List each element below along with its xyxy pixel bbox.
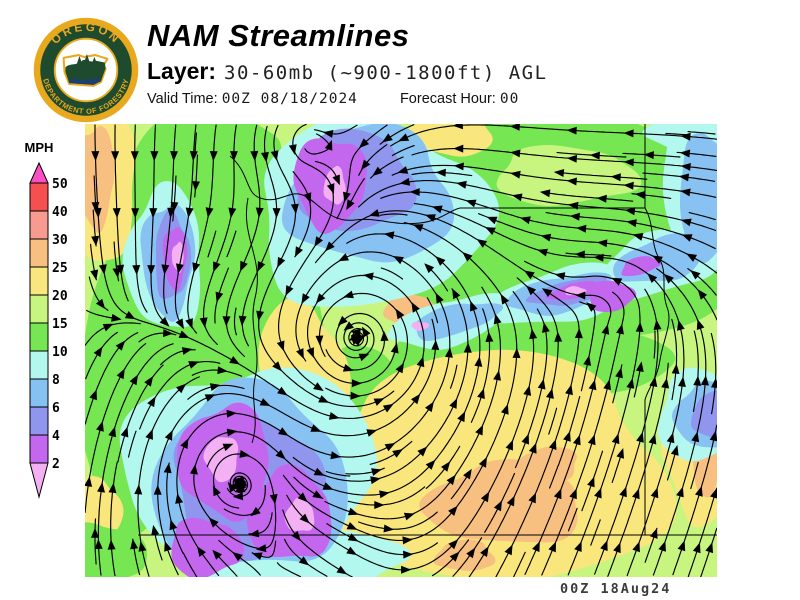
forecast-hour-value: 00	[499, 91, 520, 107]
legend-tick-label: 10	[52, 345, 68, 360]
odf-logo-icon: OREGON DEPARTMENT OF FORESTRY	[33, 17, 139, 123]
legend-tick-label: 4	[52, 429, 60, 444]
legend-tick-label: 2	[52, 457, 60, 472]
valid-time-value: 00Z 08/18/2024	[221, 91, 358, 107]
layer-label: Layer:	[147, 58, 217, 84]
streamline-map-image	[85, 124, 717, 577]
layer-line: Layer: 30-60mb (~900-1800ft) AGL	[147, 58, 548, 84]
legend-tick-label: 50	[52, 177, 68, 192]
legend-tick-label: 20	[52, 289, 68, 304]
forecast-hour-label: Forecast Hour:	[399, 91, 496, 107]
legend-arrow-bottom	[29, 462, 49, 499]
legend-arrow-top	[29, 161, 49, 184]
legend-segment	[29, 182, 49, 212]
wind-speed-fill-layer	[85, 124, 717, 577]
legend-title: MPH	[25, 140, 54, 155]
legend-segment	[29, 434, 49, 464]
legend-segment	[29, 350, 49, 380]
valid-time-label: Valid Time:	[147, 91, 218, 107]
logo-oregon-emblem	[62, 54, 109, 87]
legend-tick-label: 6	[52, 401, 60, 416]
valid-time-line: Valid Time: 00Z 08/18/2024 Forecast Hour…	[147, 91, 548, 107]
legend-segment	[29, 322, 49, 352]
wind-speed-legend: MPH 50 40 30 25 20 15 10 8 6 4 2	[25, 140, 68, 499]
legend-segment	[29, 266, 49, 296]
legend-tick-label: 15	[52, 317, 68, 332]
legend-tick-label: 30	[52, 233, 68, 248]
page-title: NAM Streamlines	[147, 18, 410, 53]
legend-segment	[29, 378, 49, 408]
legend-tick-label: 25	[52, 261, 68, 276]
legend-segment	[29, 406, 49, 436]
legend-segment	[29, 210, 49, 240]
legend-segment	[29, 238, 49, 268]
map-timestamp: 00Z 18Aug24	[560, 581, 672, 597]
legend-tick-label: 8	[52, 373, 60, 388]
legend-tick-label: 40	[52, 205, 68, 220]
legend-segment	[29, 294, 49, 324]
layer-value: 30-60mb (~900-1800ft) AGL	[224, 62, 548, 84]
header: NAM Streamlines Layer: 30-60mb (~900-1800…	[147, 18, 548, 107]
